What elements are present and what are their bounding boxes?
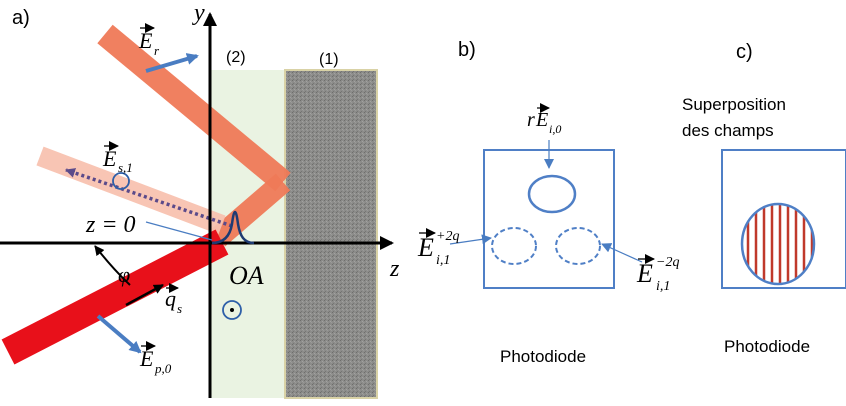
top-label-sub: i,0 <box>549 122 561 136</box>
ep0-sub: p,0 <box>154 361 172 376</box>
panel-b-tag: b) <box>458 39 476 61</box>
top-label-r: r <box>527 109 535 131</box>
y-axis-label: y <box>192 0 205 26</box>
er-vector-arrow <box>145 53 199 73</box>
right-label-E: E <box>636 259 653 288</box>
q-vector-sub: s <box>177 301 182 316</box>
oa-out-of-plane-dot <box>230 308 234 312</box>
superposition-title-line2: des champs <box>682 121 774 140</box>
left-label-sup: +2q <box>436 229 459 244</box>
panel-c-tag: c) <box>736 41 753 63</box>
right-label-sup: −2q <box>656 255 679 270</box>
z0-pointer-line <box>145 221 213 241</box>
es1-label: E <box>102 146 117 171</box>
superposed-spot <box>740 202 816 286</box>
scattered-direction-arrow <box>65 168 233 228</box>
q-vector-label: q <box>165 286 176 311</box>
ep0-vector-arrow <box>96 314 142 354</box>
photodiode-b-frame <box>483 149 615 289</box>
evanescent-profile <box>211 210 255 245</box>
left-label-sub: i,1 <box>436 253 450 268</box>
medium-1-label: (1) <box>319 51 339 68</box>
top-label-E: E <box>535 109 548 131</box>
right-label-pointer <box>601 243 643 263</box>
incident-beam-ep0 <box>1 229 229 365</box>
phi-label: φ <box>118 262 130 287</box>
q-vector-arrow <box>125 283 164 307</box>
photodiode-c-frame <box>721 149 846 289</box>
photodiode-c-caption: Photodiode <box>724 337 810 356</box>
er-label: E <box>138 28 153 53</box>
left-label-E: E <box>417 233 434 262</box>
z0-label: z = 0 <box>85 212 136 238</box>
panel-a-tag: a) <box>12 7 30 29</box>
es1-polarization-circle <box>112 172 130 190</box>
medium-2-label: (2) <box>226 49 246 66</box>
medium-1-slab <box>284 69 378 399</box>
diffracted-spot-plus2q <box>491 227 537 265</box>
oa-label: OA <box>229 261 264 290</box>
left-label-pointer <box>449 234 492 245</box>
er-sub: r <box>154 43 160 58</box>
reflected-spot <box>527 174 577 214</box>
es1-sub: s,1 <box>118 160 133 175</box>
z-axis-label: z <box>389 256 400 282</box>
phi-angle-arc <box>94 245 131 286</box>
right-label-sub: i,1 <box>656 279 670 294</box>
oa-out-of-plane-circle <box>222 300 242 320</box>
beam-interface-return <box>210 173 291 247</box>
reflected-beam-er <box>97 24 291 192</box>
ep0-label: E <box>139 346 154 371</box>
diffracted-spot-minus2q <box>555 227 601 265</box>
superposition-title-line1: Superposition <box>682 95 786 114</box>
photodiode-b-caption: Photodiode <box>500 347 586 366</box>
